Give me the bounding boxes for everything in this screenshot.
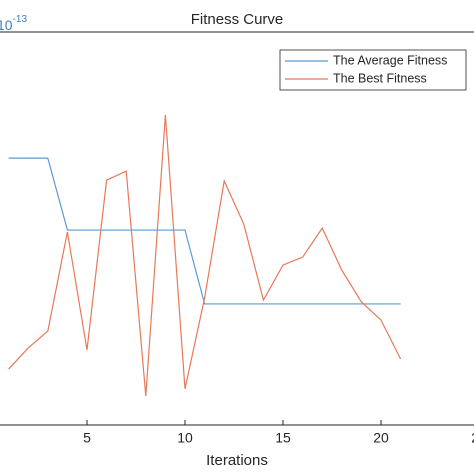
x-tick-label: 15	[275, 430, 291, 446]
legend-label: The Average Fitness	[333, 53, 447, 67]
y-exponent: 10-13	[0, 14, 27, 33]
legend-box	[279, 49, 467, 91]
exponent-power: -13	[13, 14, 28, 25]
x-tick-label: 5	[83, 430, 91, 446]
series-line	[8, 157, 401, 305]
exponent-base: 10	[0, 17, 13, 33]
chart-title: Fitness Curve	[191, 11, 284, 28]
series-line	[8, 114, 402, 396]
x-axis-label: Iterations	[206, 452, 268, 469]
x-tick-label: 25	[471, 430, 474, 446]
x-tick-label: 20	[373, 430, 389, 446]
legend-label: The Best Fitness	[333, 71, 427, 85]
axes-box	[0, 31, 474, 426]
x-tick-label: 10	[177, 430, 193, 446]
